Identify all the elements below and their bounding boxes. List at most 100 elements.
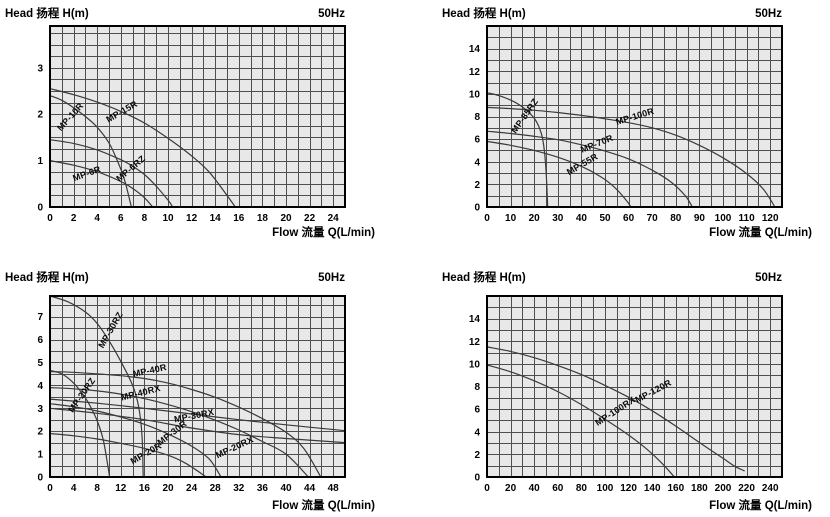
x-tick-label: 12 xyxy=(115,483,127,494)
x-tick-label: 20 xyxy=(280,213,292,224)
y-tick-label: 3 xyxy=(37,404,43,415)
curve-MP-20RZ xyxy=(49,369,111,478)
x-tick-label: 50 xyxy=(599,213,611,224)
head-axis-label: Head 扬程 H(m) xyxy=(5,272,89,284)
flow-axis-label: Flow 流量 Q(L/min) xyxy=(709,500,812,512)
x-tick-label: 140 xyxy=(644,483,661,494)
head-axis-label: Head 扬程 H(m) xyxy=(5,8,89,20)
y-tick-label: 0 xyxy=(37,473,43,484)
chart-top-right: Head 扬程 H(m) 50Hz MP-85RZ MP-100R MP-70R MP… xyxy=(437,0,830,255)
y-tick-label: 12 xyxy=(469,67,481,78)
x-tick-label: 80 xyxy=(576,483,588,494)
y-tick-label: 6 xyxy=(474,135,480,146)
flow-axis-label: Flow 流量 Q(L/min) xyxy=(709,227,812,239)
curve-MP-100RX xyxy=(486,364,676,478)
x-tick-label: 20 xyxy=(162,483,174,494)
frequency-label: 50Hz xyxy=(755,8,782,20)
curve-MP-15R xyxy=(49,88,236,208)
chart-top-left: Head 扬程 H(m) 50Hz MP-15R MP-10R MP-6RZ MP-6… xyxy=(0,0,415,255)
x-tick-label: 60 xyxy=(552,483,564,494)
frequency-label: 50Hz xyxy=(318,272,345,284)
x-tick-label: 4 xyxy=(94,213,100,224)
x-tick-label: 70 xyxy=(647,213,659,224)
x-tick-label: 200 xyxy=(715,483,732,494)
head-axis-label: Head 扬程 H(m) xyxy=(442,272,526,284)
x-tick-label: 24 xyxy=(328,213,340,224)
curve-MP-55R xyxy=(486,140,632,208)
curve-MP-10R xyxy=(49,95,132,208)
x-tick-label: 100 xyxy=(597,483,614,494)
y-tick-label: 5 xyxy=(37,358,43,369)
y-tick-label: 4 xyxy=(474,427,480,438)
y-tick-label: 2 xyxy=(474,180,480,191)
curve-MP-30R xyxy=(49,403,222,478)
x-tick-label: 48 xyxy=(328,483,340,494)
x-tick-label: 2 xyxy=(71,213,77,224)
curve-MP-70R xyxy=(486,130,693,208)
chart-header: Head 扬程 H(m) 50Hz xyxy=(5,5,345,21)
chart-header: Head 扬程 H(m) 50Hz xyxy=(5,269,345,285)
curve-MP-40R xyxy=(49,371,322,478)
chart-header: Head 扬程 H(m) 50Hz xyxy=(442,5,782,21)
x-tick-label: 120 xyxy=(620,483,637,494)
x-tick-label: 18 xyxy=(257,213,269,224)
head-axis-label: Head 扬程 H(m) xyxy=(442,8,526,20)
x-tick-label: 220 xyxy=(738,483,755,494)
y-tick-label: 10 xyxy=(469,359,481,370)
y-tick-label: 1 xyxy=(37,450,43,461)
x-tick-label: 80 xyxy=(670,213,682,224)
curve-MP-30RX xyxy=(49,398,346,432)
x-tick-label: 36 xyxy=(257,483,269,494)
chart-bottom-left: Head 扬程 H(m) 50Hz MP-30RZ MP-20RZ MP-40R MP… xyxy=(0,262,415,517)
x-tick-label: 100 xyxy=(715,213,732,224)
curve-MP-20R xyxy=(49,432,207,478)
x-tick-label: 90 xyxy=(694,213,706,224)
x-tick-label: 8 xyxy=(142,213,148,224)
x-tick-label: 0 xyxy=(47,483,53,494)
y-tick-label: 8 xyxy=(474,112,480,123)
y-tick-label: 6 xyxy=(37,335,43,346)
curve-MP-6RZ xyxy=(49,139,174,208)
flow-axis-label: Flow 流量 Q(L/min) xyxy=(272,227,375,239)
y-tick-label: 7 xyxy=(37,312,43,323)
x-tick-label: 22 xyxy=(304,213,316,224)
x-tick-label: 0 xyxy=(484,483,490,494)
x-tick-label: 16 xyxy=(139,483,151,494)
x-tick-label: 24 xyxy=(186,483,198,494)
x-tick-label: 0 xyxy=(47,213,53,224)
y-tick-label: 2 xyxy=(37,427,43,438)
curve-MP-40RX xyxy=(49,387,309,478)
y-tick-label: 2 xyxy=(37,110,43,121)
x-tick-label: 8 xyxy=(94,483,100,494)
x-tick-label: 12 xyxy=(186,213,198,224)
y-tick-label: 8 xyxy=(474,382,480,393)
y-tick-label: 4 xyxy=(474,157,480,168)
curve-MP-100R xyxy=(486,106,776,208)
chart-header: Head 扬程 H(m) 50Hz xyxy=(442,269,782,285)
chart-plot-bottom-left: MP-30RZMP-20RZMP-40RMP-40RXMP-30RXMP-30R… xyxy=(37,295,346,494)
x-tick-label: 16 xyxy=(233,213,245,224)
x-tick-label: 4 xyxy=(71,483,77,494)
y-tick-label: 0 xyxy=(474,203,480,214)
frequency-label: 50Hz xyxy=(318,8,345,20)
x-tick-label: 180 xyxy=(691,483,708,494)
curve-MP-120R xyxy=(486,346,745,472)
y-tick-label: 0 xyxy=(474,473,480,484)
x-tick-label: 40 xyxy=(529,483,541,494)
y-tick-label: 4 xyxy=(37,381,43,392)
x-tick-label: 160 xyxy=(667,483,684,494)
curve-MP-6R xyxy=(49,160,154,208)
x-tick-label: 10 xyxy=(162,213,174,224)
x-tick-label: 44 xyxy=(304,483,316,494)
flow-axis-label: Flow 流量 Q(L/min) xyxy=(272,500,375,512)
x-tick-label: 40 xyxy=(576,213,588,224)
chart-bottom-right: Head 扬程 H(m) 50Hz MP-120R MP-100RX 0 20 40 60… xyxy=(437,262,830,517)
x-tick-label: 20 xyxy=(529,213,541,224)
x-tick-label: 28 xyxy=(210,483,222,494)
x-tick-label: 20 xyxy=(505,483,517,494)
curve-MP-85RZ xyxy=(486,92,549,208)
